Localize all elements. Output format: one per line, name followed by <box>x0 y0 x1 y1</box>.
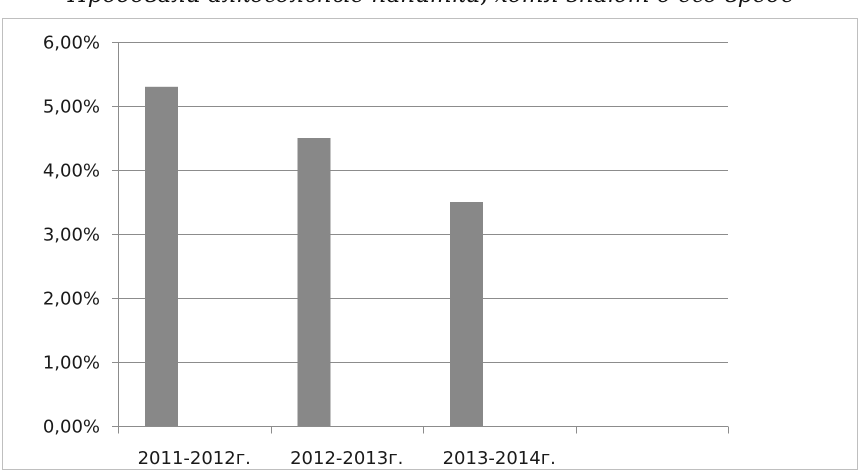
chart-frame <box>2 18 858 470</box>
x-tick-label: 2013-2014г. <box>443 448 556 469</box>
x-tick-label: 2012-2013г. <box>290 448 403 469</box>
bar <box>297 138 331 426</box>
y-tick-label: 5,00% <box>43 97 100 118</box>
y-tick-label: 2,00% <box>43 289 100 310</box>
axes <box>112 42 729 434</box>
bar <box>145 86 178 427</box>
bars <box>145 86 483 427</box>
y-tick-label: 1,00% <box>43 353 100 374</box>
gridlines <box>112 42 728 363</box>
y-tick-label: 3,00% <box>43 225 100 246</box>
x-tick-label: 2011-2012г. <box>138 448 251 469</box>
chart-title: Пробовали алкогольные напитки, хотя знаю… <box>0 0 862 8</box>
y-tick-label: 6,00% <box>43 33 100 54</box>
bar <box>450 202 483 426</box>
y-tick-label: 4,00% <box>43 161 100 182</box>
tick-labels: 0,00% 1,00% 2,00% 3,00% 4,00% 5,00% 6,00% 2011-… <box>43 33 556 470</box>
y-tick-label: 0,00% <box>43 417 100 438</box>
